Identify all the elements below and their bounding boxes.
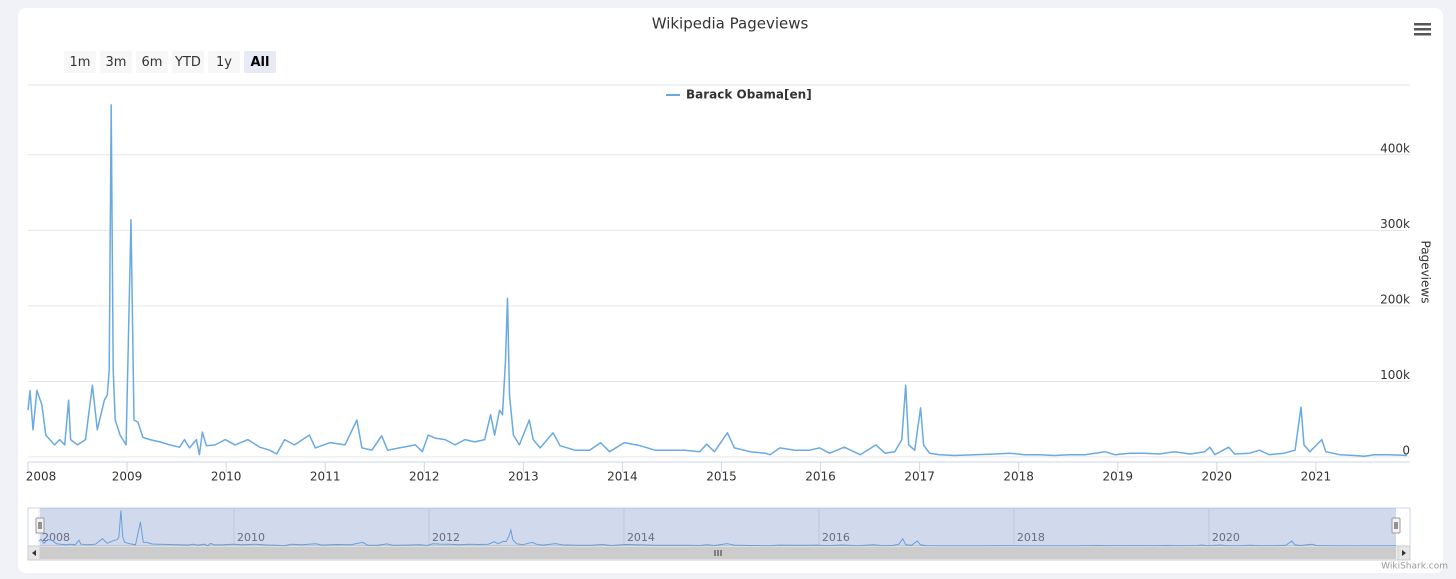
x-tick-label: 2016 xyxy=(805,470,836,484)
range-button-label[interactable]: 3m xyxy=(106,55,127,70)
x-tick-label: 2019 xyxy=(1102,470,1133,484)
navigator-tick-label: 2016 xyxy=(822,531,850,544)
navigator-tick-label: 2012 xyxy=(432,531,460,544)
range-button-label[interactable]: 1y xyxy=(216,55,232,70)
range-button-label[interactable]: All xyxy=(251,55,270,70)
x-tick-label: 2015 xyxy=(706,470,737,484)
x-tick-label: 2018 xyxy=(1003,470,1034,484)
x-tick-label: 2012 xyxy=(409,470,440,484)
range-button[interactable] xyxy=(100,51,132,73)
range-button-label[interactable]: 1m xyxy=(70,55,91,70)
y-tick-label: 400k xyxy=(1380,141,1410,155)
navigator-handle-grip xyxy=(1394,522,1398,529)
y-tick-label: 300k xyxy=(1380,217,1410,231)
navigator-tick-label: 2010 xyxy=(237,531,265,544)
navigator-tick-label: 2018 xyxy=(1017,531,1045,544)
y-tick-label: 100k xyxy=(1380,368,1410,382)
menu-bar xyxy=(1414,33,1431,36)
range-button[interactable] xyxy=(64,51,96,73)
navigator-tick-label: 2014 xyxy=(627,531,655,544)
range-button[interactable] xyxy=(172,51,204,73)
navigator-handle[interactable] xyxy=(1391,517,1401,534)
x-tick-label: 2013 xyxy=(508,470,539,484)
x-tick-label: 2021 xyxy=(1301,470,1332,484)
range-button[interactable] xyxy=(244,51,276,73)
x-tick-label: 2010 xyxy=(211,470,242,484)
y-axis-title: Pageviews xyxy=(1419,241,1433,304)
credits[interactable]: WikiShark.com xyxy=(1381,562,1448,572)
x-tick-label: 2017 xyxy=(904,470,935,484)
range-button[interactable] xyxy=(136,51,168,73)
navigator-mask xyxy=(40,508,1396,546)
range-button-label[interactable]: 6m xyxy=(142,55,163,70)
menu-bar xyxy=(1414,28,1431,31)
navigator-frame xyxy=(27,507,1411,547)
arrow-right xyxy=(1402,550,1406,556)
navigator-handle[interactable] xyxy=(35,517,45,534)
series-line xyxy=(27,104,1408,457)
navigator-handle-grip xyxy=(38,522,42,529)
y-tick-label: 0 xyxy=(1402,444,1410,458)
x-tick-label: 2009 xyxy=(112,470,143,484)
card xyxy=(18,8,1443,573)
x-tick-label: 2008 xyxy=(26,470,57,484)
menu-bar xyxy=(1414,23,1431,26)
range-button-label[interactable]: YTD xyxy=(174,55,201,70)
y-tick-label: 200k xyxy=(1380,292,1410,306)
x-tick-label: 2011 xyxy=(310,470,341,484)
arrow-left xyxy=(32,550,36,556)
chart-title: Wikipedia Pageviews xyxy=(652,15,809,33)
menu-icon[interactable] xyxy=(1414,23,1431,36)
x-tick-label: 2020 xyxy=(1202,470,1233,484)
scrollbar-grip xyxy=(714,550,722,556)
navigator-line xyxy=(38,510,1397,547)
legend-label[interactable]: Barack Obama[en] xyxy=(686,88,812,102)
range-button[interactable] xyxy=(208,51,240,73)
navigator-tick-label: 2020 xyxy=(1212,531,1240,544)
x-tick-label: 2014 xyxy=(607,470,638,484)
navigator-tick-label: 2008 xyxy=(42,531,70,544)
